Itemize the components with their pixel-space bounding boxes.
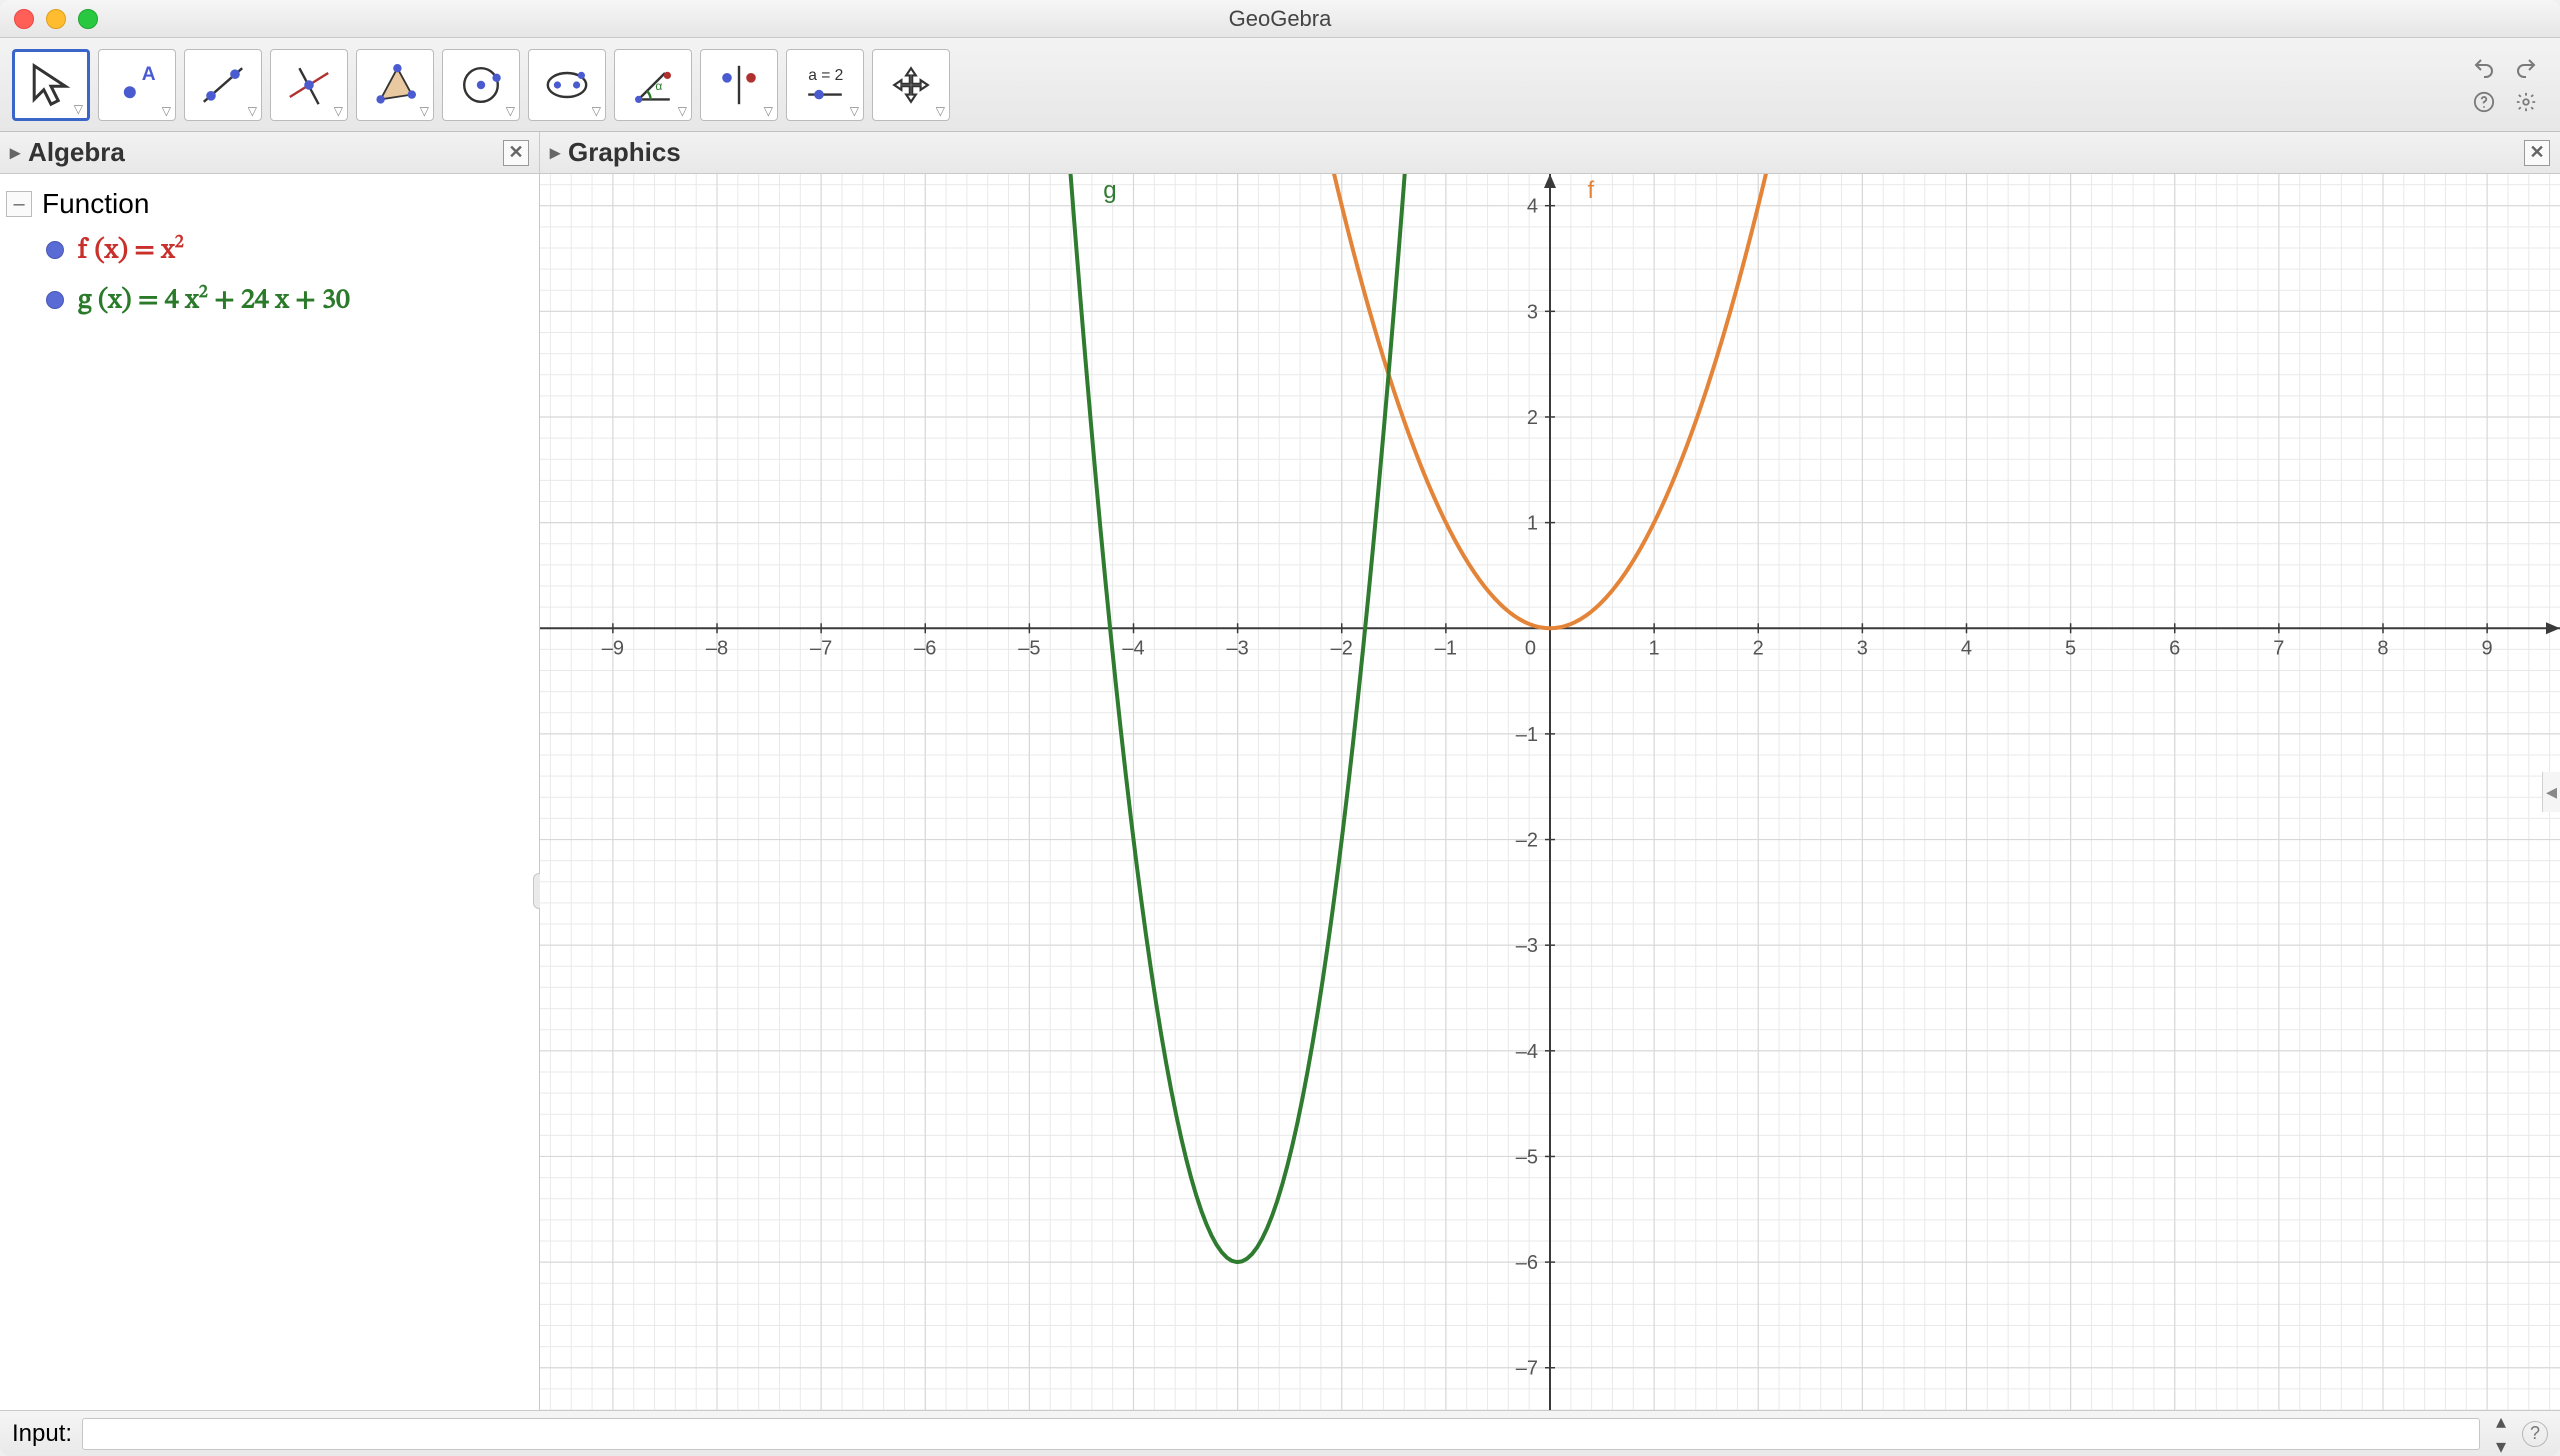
graphics-panel: ▸ Graphics ✕ –9 –8 –7 –6 –5 –4 –3 –2 –1 1 2 3 4 5 6 7 8 9… (540, 132, 2560, 1410)
algebra-item-g[interactable]: g (x) = 4 x2 + 24 x + 30 (6, 278, 529, 328)
triangle-icon: ▸ (550, 140, 560, 165)
algebra-panel: ▸ Algebra ✕ – Function f (x) = x2 g (x) =… (0, 132, 540, 1410)
visibility-dot[interactable] (46, 241, 64, 259)
tool-circle[interactable]: ▽ (442, 49, 520, 121)
svg-text:–2: –2 (1516, 830, 1538, 852)
dropdown-icon: ▽ (764, 104, 773, 118)
algebra-group-row[interactable]: – Function (6, 184, 529, 228)
svg-text:–7: –7 (810, 637, 832, 659)
graphics-canvas[interactable]: –9 –8 –7 –6 –5 –4 –3 –2 –1 1 2 3 4 5 6 7 8 9 –7 –6 –5 –4 –3 –2 –… (540, 174, 2560, 1410)
svg-text:1: 1 (1527, 513, 1538, 535)
history-spinner[interactable]: ▴▾ (2490, 1409, 2512, 1456)
svg-text:–5: –5 (1018, 637, 1040, 659)
window-title: GeoGebra (0, 6, 2560, 32)
expression: g (x) = 4 x2 + 24 x + 30 (78, 282, 350, 318)
toolbar: ▽A▽▽▽▽▽▽α▽▽a = 2▽▽ (0, 38, 2560, 132)
undo-button[interactable] (2470, 56, 2498, 80)
tool-move[interactable]: ▽ (12, 49, 90, 121)
input-help-button[interactable]: ? (2522, 1421, 2548, 1447)
svg-text:7: 7 (2273, 637, 2284, 659)
dropdown-icon: ▽ (850, 104, 859, 118)
tool-polygon[interactable]: ▽ (356, 49, 434, 121)
svg-text:a = 2: a = 2 (808, 67, 843, 84)
tool-ellipse[interactable]: ▽ (528, 49, 606, 121)
svg-text:–1: –1 (1435, 637, 1457, 659)
redo-button[interactable] (2512, 56, 2540, 80)
svg-text:–4: –4 (1516, 1041, 1538, 1063)
input-label: Input: (12, 1420, 72, 1448)
svg-text:0: 0 (1525, 637, 1536, 659)
collapse-icon[interactable]: – (6, 191, 32, 217)
tool-perpendicular[interactable]: ▽ (270, 49, 348, 121)
tool-angle[interactable]: α▽ (614, 49, 692, 121)
svg-text:5: 5 (2065, 637, 2076, 659)
help-button[interactable] (2470, 90, 2498, 114)
svg-text:–5: –5 (1516, 1146, 1538, 1168)
dropdown-icon: ▽ (592, 104, 601, 118)
dropdown-icon: ▽ (936, 104, 945, 118)
input-bar: Input: ▴▾ ? (0, 1410, 2560, 1456)
tool-point[interactable]: A▽ (98, 49, 176, 121)
dropdown-icon: ▽ (162, 104, 171, 118)
svg-text:–6: –6 (1516, 1252, 1538, 1274)
window-zoom-button[interactable] (78, 9, 98, 29)
algebra-header[interactable]: ▸ Algebra ✕ (0, 132, 539, 174)
algebra-title: Algebra (28, 137, 125, 168)
svg-text:f: f (1587, 177, 1594, 204)
tool-line[interactable]: ▽ (184, 49, 262, 121)
right-sidebar-toggle[interactable]: ◂ (2542, 772, 2560, 812)
window-minimize-button[interactable] (46, 9, 66, 29)
triangle-icon: ▸ (10, 140, 20, 165)
svg-text:–1: –1 (1516, 724, 1538, 746)
algebra-item-f[interactable]: f (x) = x2 (6, 228, 529, 278)
settings-button[interactable] (2512, 90, 2540, 114)
app-window: GeoGebra ▽A▽▽▽▽▽▽α▽▽a = 2▽▽ ▸ Algebra ✕ (0, 0, 2560, 1456)
algebra-body: – Function f (x) = x2 g (x) = 4 x2 + 24 x… (0, 174, 539, 1410)
dropdown-icon: ▽ (678, 104, 687, 118)
dropdown-icon: ▽ (506, 104, 515, 118)
svg-text:–3: –3 (1516, 935, 1538, 957)
svg-text:–2: –2 (1331, 637, 1353, 659)
visibility-dot[interactable] (46, 291, 64, 309)
svg-text:8: 8 (2377, 637, 2388, 659)
svg-text:–6: –6 (914, 637, 936, 659)
expression: f (x) = x2 (78, 232, 184, 268)
dropdown-icon: ▽ (248, 104, 257, 118)
dropdown-icon: ▽ (420, 104, 429, 118)
svg-text:9: 9 (2482, 637, 2493, 659)
tool-reflect[interactable]: ▽ (700, 49, 778, 121)
svg-text:g: g (1103, 177, 1116, 204)
dropdown-icon: ▽ (74, 102, 83, 116)
svg-text:–4: –4 (1122, 637, 1144, 659)
svg-text:1: 1 (1649, 637, 1660, 659)
svg-text:6: 6 (2169, 637, 2180, 659)
svg-text:α: α (655, 78, 662, 92)
algebra-close-button[interactable]: ✕ (503, 140, 529, 166)
tool-slider[interactable]: a = 2 ▽ (786, 49, 864, 121)
panels: ▸ Algebra ✕ – Function f (x) = x2 g (x) =… (0, 132, 2560, 1410)
svg-text:4: 4 (1961, 637, 1972, 659)
graphics-close-button[interactable]: ✕ (2524, 140, 2550, 166)
algebra-group-label: Function (42, 188, 149, 220)
graphics-header[interactable]: ▸ Graphics ✕ (540, 132, 2560, 174)
window-close-button[interactable] (14, 9, 34, 29)
svg-text:–3: –3 (1227, 637, 1249, 659)
dropdown-icon: ▽ (334, 104, 343, 118)
svg-text:3: 3 (1527, 301, 1538, 323)
svg-text:4: 4 (1527, 196, 1538, 218)
svg-text:2: 2 (1753, 637, 1764, 659)
svg-text:–7: –7 (1516, 1358, 1538, 1380)
command-input[interactable] (82, 1418, 2480, 1450)
svg-text:3: 3 (1857, 637, 1868, 659)
tool-strip: ▽A▽▽▽▽▽▽α▽▽a = 2▽▽ (12, 49, 950, 121)
toolbar-right (2470, 56, 2548, 114)
tool-move-view[interactable]: ▽ (872, 49, 950, 121)
svg-text:–9: –9 (602, 637, 624, 659)
titlebar: GeoGebra (0, 0, 2560, 38)
svg-text:2: 2 (1527, 407, 1538, 429)
svg-text:A: A (142, 64, 156, 85)
graphics-title: Graphics (568, 137, 681, 168)
svg-text:–8: –8 (706, 637, 728, 659)
traffic-lights (14, 9, 98, 29)
